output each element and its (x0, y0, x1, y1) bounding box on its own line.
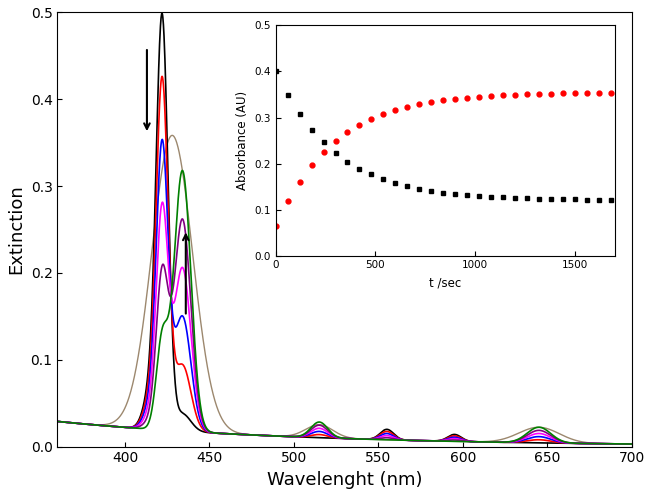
Y-axis label: Extinction: Extinction (7, 185, 25, 274)
X-axis label: Wavelenght (nm): Wavelenght (nm) (267, 471, 422, 489)
